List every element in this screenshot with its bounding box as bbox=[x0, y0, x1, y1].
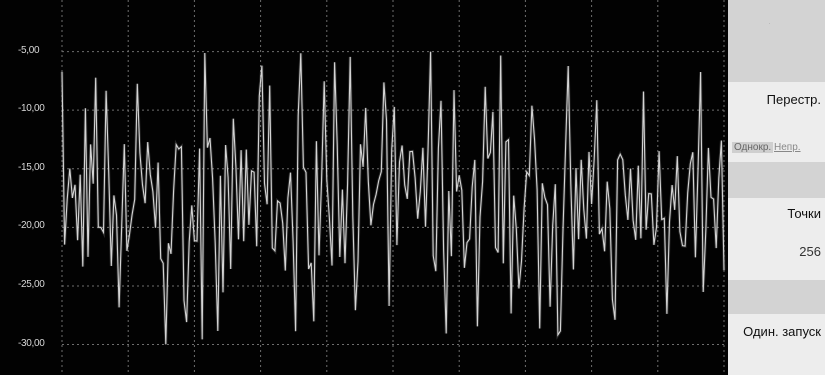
trace-plot bbox=[60, 0, 726, 375]
y-tick-label: -30,00 bbox=[18, 337, 45, 349]
y-tick-label: -20,00 bbox=[18, 220, 45, 232]
softkey-blank-lower[interactable] bbox=[728, 280, 825, 314]
sweep-mode-single-option[interactable]: Однокр. bbox=[732, 142, 774, 153]
y-tick-label: -25,00 bbox=[18, 278, 45, 290]
softkey-blank-top[interactable]: · bbox=[728, 0, 825, 82]
y-tick-label: -5,00 bbox=[18, 44, 40, 56]
sweep-mode-softkey[interactable]: Однокр. Непр. bbox=[728, 120, 825, 162]
trace bbox=[61, 51, 725, 345]
y-tick-label: -15,00 bbox=[18, 161, 45, 173]
sweep-mode-continuous-option[interactable]: Непр. bbox=[774, 142, 801, 153]
faint-marker-icon: · bbox=[768, 18, 771, 28]
points-softkey[interactable]: Точки 256 bbox=[728, 198, 825, 280]
y-tick-label: -10,00 bbox=[18, 103, 45, 115]
single-sweep-softkey[interactable]: Один. запуск bbox=[728, 314, 825, 375]
softkey-panel: · Перестр. Однокр. Непр. Точки 256 Один.… bbox=[728, 0, 825, 375]
softkey-blank-middle[interactable] bbox=[728, 162, 825, 198]
trace-line bbox=[61, 51, 725, 345]
points-value: 256 bbox=[799, 244, 821, 259]
sweep-softkey[interactable]: Перестр. bbox=[728, 82, 825, 120]
trace-display: -5,00 -10,00 -15,00 -20,00 -25,00 -30,00 bbox=[0, 0, 728, 375]
sweep-label: Перестр. bbox=[766, 92, 821, 107]
single-sweep-label: Один. запуск bbox=[743, 324, 821, 339]
points-label: Точки bbox=[787, 206, 821, 221]
